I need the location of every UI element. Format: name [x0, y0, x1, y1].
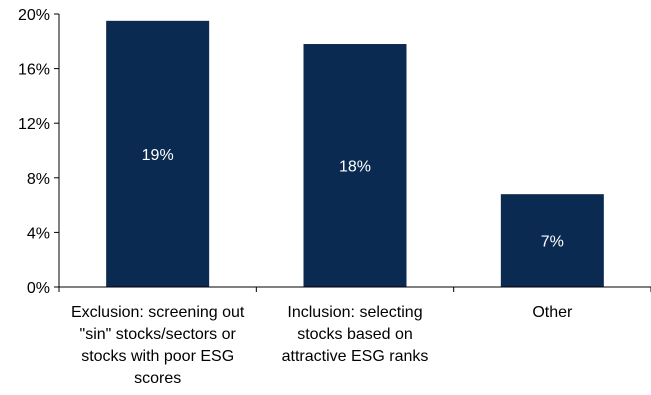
y-tick-label: 4%: [27, 225, 50, 242]
x-category-label: Other: [532, 304, 573, 321]
y-tick-label: 12%: [18, 116, 50, 133]
bar: [303, 44, 407, 287]
x-category-label-line: Exclusion: screening out: [71, 304, 245, 321]
y-tick-label: 0%: [27, 280, 50, 297]
bar-data-label: 19%: [142, 147, 174, 164]
x-category-label-line: "sin" stocks/sectors or: [80, 326, 237, 343]
y-tick-label: 8%: [27, 171, 50, 188]
bar-data-label: 7%: [541, 234, 564, 251]
y-tick-label: 16%: [18, 62, 50, 79]
x-category-label: Exclusion: screening out "sin" stocks/sec…: [71, 304, 245, 387]
x-category-label: Inclusion: selecting stocks based on attra…: [282, 304, 429, 365]
x-category-label-line: attractive ESG ranks: [282, 348, 429, 365]
x-category-label-line: stocks based on: [297, 326, 413, 343]
bar: [500, 194, 604, 287]
x-category-label-line: scores: [134, 370, 181, 387]
x-category-label-line: Other: [532, 304, 573, 321]
y-tick-label: 20%: [18, 7, 50, 24]
x-axis: Exclusion: screening out "sin" stocks/sec…: [58, 286, 651, 387]
y-axis: 0% 4% 8% 12% 16% 20%: [18, 7, 60, 297]
bars: 19% 18% 7%: [106, 20, 604, 287]
bar: [106, 20, 210, 287]
x-category-label-line: Inclusion: selecting: [287, 304, 422, 321]
bar-data-label: 18%: [339, 159, 371, 176]
x-category-label-line: stocks with poor ESG: [81, 348, 234, 365]
